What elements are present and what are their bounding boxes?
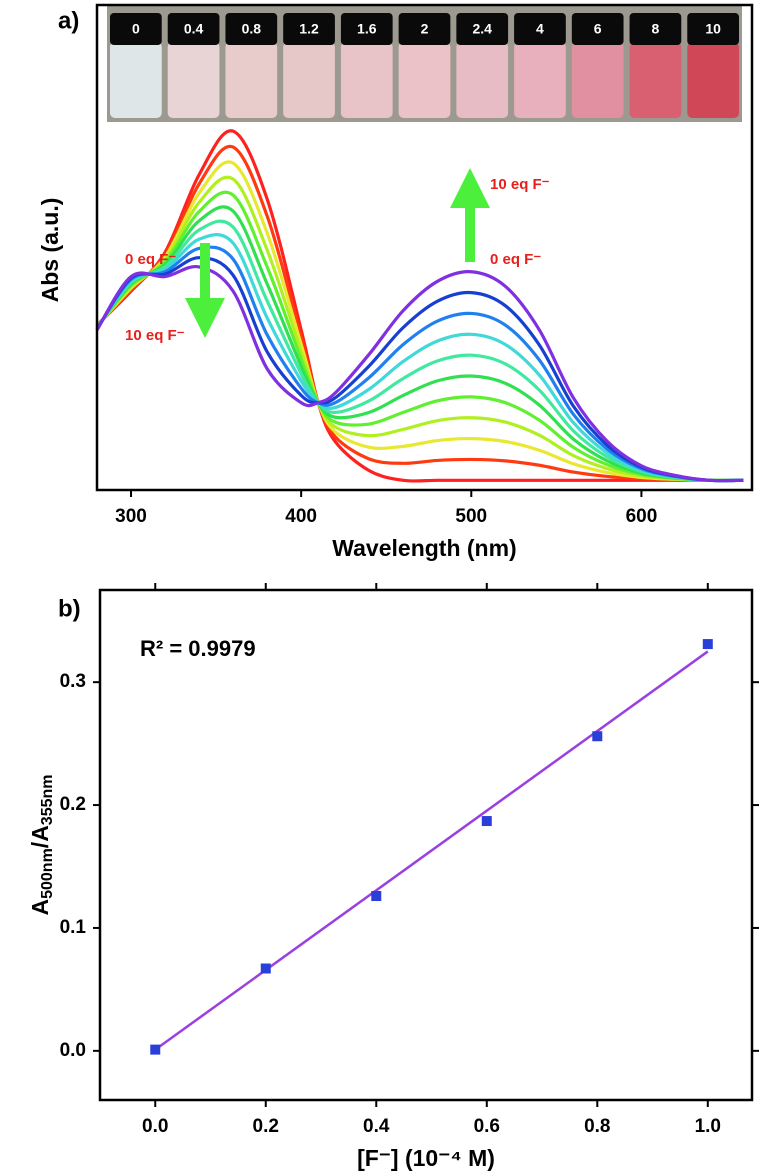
x-tick-label: 0.0	[142, 1116, 168, 1137]
spectrum-line	[95, 264, 744, 483]
vial-body	[398, 42, 451, 118]
y-axis-label: Abs (a.u.)	[37, 198, 63, 303]
data-point	[371, 891, 382, 901]
panel-label: a)	[58, 7, 79, 34]
x-axis-label: [F⁻] (10⁻⁴ M)	[357, 1145, 495, 1171]
vial-cap	[629, 13, 682, 45]
x-tick-label: 1.0	[695, 1116, 721, 1137]
x-tick-label: 400	[285, 506, 317, 527]
x-tick-label: 600	[626, 506, 658, 527]
vial-label: 1.2	[299, 21, 319, 37]
vial-label: 4	[536, 21, 544, 37]
vial-body	[687, 42, 739, 118]
vial-body	[283, 42, 335, 118]
vial-label: 1.6	[357, 21, 377, 37]
vial-body	[225, 42, 278, 118]
x-tick-label: 0.4	[363, 1116, 390, 1137]
vial-body	[514, 42, 566, 118]
vial-photo: 0 0.4 0.8 1.2 1.6 2 2.4 4 6 8 10	[107, 5, 742, 122]
x-tick-label: 0.6	[474, 1116, 500, 1137]
spectrum-line	[95, 144, 744, 482]
vial-label: 10	[705, 21, 721, 37]
vial-label: 0.8	[242, 21, 262, 37]
spectrum-line	[95, 256, 744, 483]
vial-body	[456, 42, 509, 118]
y-tick-label: 0.3	[60, 671, 86, 692]
panel-label: b)	[58, 595, 81, 622]
annotation: 0 eq F⁻	[490, 251, 541, 268]
vial-cap	[167, 13, 220, 45]
fit-line	[154, 650, 709, 1051]
x-tick-label: 500	[455, 506, 487, 527]
annotation: 0 eq F⁻	[125, 251, 176, 268]
y-axis-label-part: 500nm	[39, 848, 56, 899]
x-axis-label: Wavelength (nm)	[332, 535, 516, 561]
y-axis-label: A500nm/A355nm	[27, 774, 56, 915]
annotation: 10 eq F⁻	[125, 327, 185, 344]
vial-label: 2	[421, 21, 429, 37]
data-point	[260, 963, 271, 974]
vial-label: 2.4	[472, 21, 492, 37]
vial-label: 0.4	[184, 21, 204, 37]
y-tick-label: 0.0	[60, 1040, 86, 1061]
vial-cap	[687, 13, 739, 45]
vial-body	[110, 42, 162, 118]
plot-frame	[98, 588, 754, 1102]
y-tick-label: 0.2	[60, 794, 86, 815]
data-point	[702, 639, 713, 650]
y-axis-label-part: /A	[27, 825, 53, 848]
spectrum-line	[95, 160, 744, 482]
spectrum-line	[95, 129, 744, 483]
spectrum-line	[95, 175, 744, 483]
vial-label: 0	[132, 21, 140, 37]
x-tick-label: 0.8	[584, 1116, 610, 1137]
spectrum-line	[95, 205, 744, 483]
annotation: R² = 0.9979	[140, 636, 256, 661]
x-tick-label: 0.2	[253, 1116, 279, 1137]
x-tick-label: 300	[115, 506, 147, 527]
vial-body	[629, 42, 682, 118]
data-point	[592, 731, 603, 742]
vial-body	[340, 42, 393, 118]
vial-label: 8	[652, 21, 660, 37]
vial-body	[167, 42, 220, 118]
data-point	[481, 816, 492, 827]
y-tick-label: 0.1	[60, 917, 87, 938]
vial-cap	[110, 13, 162, 45]
y-axis-label-part: 355nm	[39, 774, 56, 825]
vial-cap	[398, 13, 451, 45]
vial-body	[571, 42, 624, 118]
spectrum-line	[95, 190, 744, 483]
plot-frame	[95, 3, 754, 492]
spectrum-line	[95, 219, 744, 483]
vial-cap	[571, 13, 624, 45]
data-point	[150, 1044, 161, 1055]
vial-label: 6	[594, 21, 602, 37]
spectrum-line	[95, 233, 744, 483]
vial-cap	[283, 13, 335, 45]
y-axis-label-part: A	[27, 899, 53, 916]
annotation: 10 eq F⁻	[490, 176, 550, 193]
vial-cap	[456, 13, 509, 45]
vial-cap	[514, 13, 566, 45]
spectrum-line	[95, 245, 744, 483]
vial-cap	[340, 13, 393, 45]
vial-cap	[225, 13, 278, 45]
